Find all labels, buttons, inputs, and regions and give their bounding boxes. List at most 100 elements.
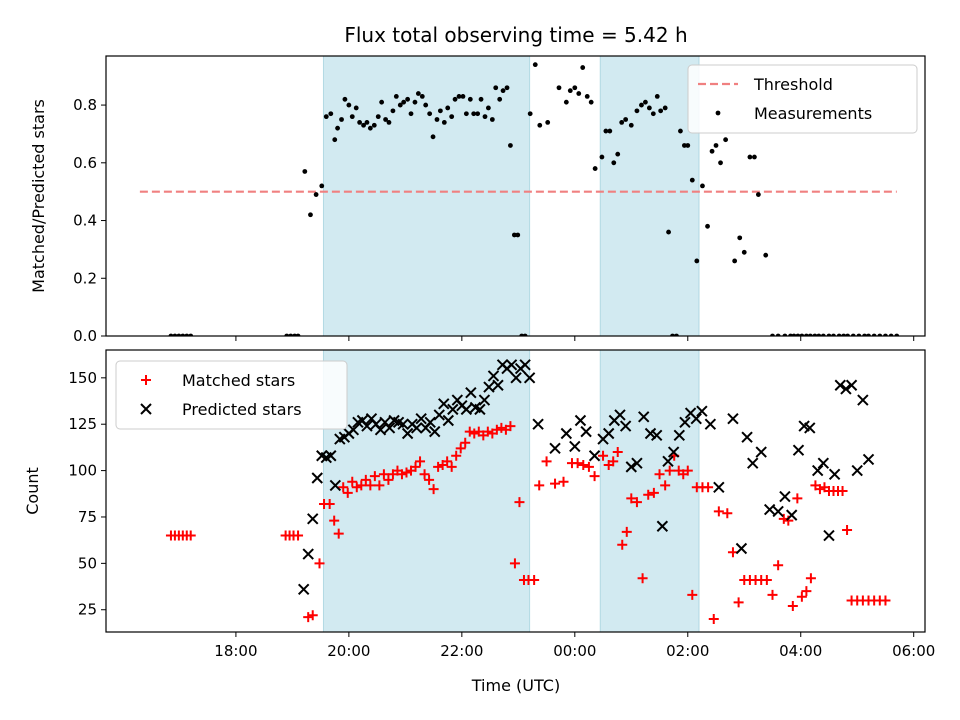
matched-star-marker [491, 424, 502, 435]
matched-star-marker [496, 422, 507, 433]
measurement-point [408, 111, 414, 117]
matched-star-marker [514, 497, 525, 508]
matched-star-marker [324, 498, 335, 509]
measurement-point [379, 99, 385, 105]
predicted-star-marker [302, 548, 314, 560]
y-tick-label: 100 [68, 462, 97, 480]
predicted-star-marker [656, 520, 669, 532]
predicted-star-marker [297, 583, 310, 596]
measurement-point [666, 229, 671, 235]
measurement-point [349, 114, 355, 120]
measurement-point [584, 94, 590, 99]
predicted-star-marker [727, 412, 739, 425]
predicted-star-marker [823, 529, 835, 542]
predicted-star-marker [834, 379, 846, 391]
measurement-point [415, 91, 421, 96]
panel-frame [105, 55, 926, 337]
measurement-point [390, 108, 396, 114]
measurement-point [709, 148, 715, 154]
measurement-point [361, 122, 366, 128]
matched-star-marker [509, 558, 520, 569]
matched-star-marker [369, 471, 380, 482]
measurement-point [588, 99, 594, 105]
predicted-star-marker [523, 372, 536, 384]
matched-star-marker [401, 467, 412, 478]
matched-star-marker [608, 456, 619, 467]
x-tick-label: 04:00 [779, 642, 822, 660]
measurement-point [611, 160, 617, 166]
matched-star-marker [733, 597, 744, 608]
predicted-star-marker [383, 422, 396, 434]
measurement-point [386, 119, 392, 125]
measurement-point [681, 143, 687, 148]
measurement-point [755, 192, 761, 197]
legend-entry: Measurements [715, 104, 872, 123]
measurement-point [567, 88, 573, 94]
measurement-point [485, 105, 491, 111]
predicted-star-marker [755, 446, 767, 458]
matched-star-marker [621, 526, 632, 537]
matched-star-marker [612, 447, 623, 458]
predicted-star-marker [779, 490, 791, 503]
measurement-point [654, 94, 660, 99]
bottom-panel: 25 50 75 100 125 150 18:00 20:00 22:00 00:00 02:00… [23, 349, 935, 660]
y-tick-label: 50 [78, 554, 97, 572]
predicted-star-marker [492, 379, 504, 391]
predicted-star-marker [772, 505, 784, 518]
measurement-point [689, 177, 695, 183]
predicted-star-marker [487, 370, 500, 382]
measurement-point [342, 96, 348, 102]
matched-star-marker [360, 474, 371, 485]
measurement-point [572, 85, 578, 91]
x-tick-label: 06:00 [892, 642, 935, 660]
measurement-point [718, 160, 723, 166]
matched-star-marker [442, 456, 453, 467]
measurement-point [357, 119, 363, 125]
measurement-point [504, 85, 510, 91]
predicted-star-marker [478, 394, 491, 406]
matched-star-marker [365, 480, 376, 491]
matched-star-marker [703, 482, 714, 493]
y-axis-title: Matched/Predicted stars [29, 99, 48, 293]
measurement-point [700, 183, 705, 189]
matched-star-marker [534, 480, 545, 491]
measurement-point [489, 117, 495, 122]
y-tick-label: 75 [78, 508, 97, 526]
x-tick-label: 20:00 [327, 642, 370, 660]
matched-star-marker [482, 426, 493, 437]
measurement-point [452, 96, 458, 102]
predicted-star-marker [415, 412, 427, 425]
predicted-star-marker [311, 472, 323, 484]
measurement-point [393, 94, 399, 99]
legend-entry: Matched stars [141, 371, 295, 390]
matched-star-marker [654, 469, 665, 480]
matched-star-marker [424, 474, 435, 485]
matched-star-marker [314, 558, 325, 569]
matched-star-marker [378, 469, 389, 480]
matched-star-marker [338, 482, 349, 493]
measurement-point [353, 105, 359, 111]
measurement-point [619, 119, 625, 125]
measurement-point [615, 151, 621, 157]
measurement-point [643, 99, 648, 105]
matched-star-marker [558, 476, 569, 487]
measurement-point [603, 128, 609, 134]
predicted-star-marker [569, 440, 581, 453]
predicted-star-marker [519, 359, 531, 371]
matched-star-marker [329, 515, 340, 526]
x-tick-label: 02:00 [666, 642, 709, 660]
measurement-point [493, 85, 499, 91]
measurement-point [515, 232, 521, 238]
matched-star-marker [787, 601, 798, 612]
measurement-point [460, 94, 466, 99]
legend-label: Predicted stars [182, 400, 302, 419]
measurement-point [607, 128, 613, 134]
measurement-point [401, 99, 407, 105]
measurement-point [646, 105, 652, 111]
y-tick-label: 25 [78, 601, 97, 619]
matched-star-marker [727, 547, 738, 558]
measurement-point [634, 108, 640, 114]
matched-star-marker [347, 476, 358, 487]
predicted-star-marker [638, 411, 650, 423]
measurement-point [313, 192, 319, 197]
